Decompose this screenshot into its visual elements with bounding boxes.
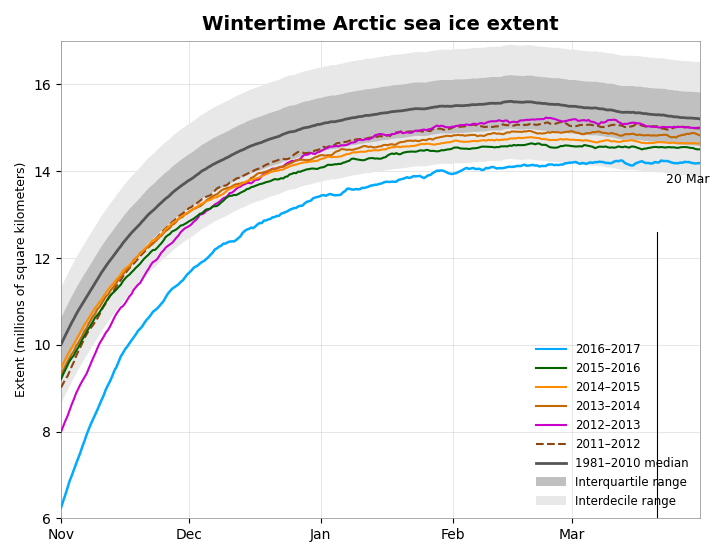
Text: 20 Mar: 20 Mar (665, 173, 709, 187)
Title: Wintertime Arctic sea ice extent: Wintertime Arctic sea ice extent (202, 15, 558, 34)
Y-axis label: Extent (millions of square kilometers): Extent (millions of square kilometers) (15, 162, 28, 397)
Legend: 2016–2017, 2015–2016, 2014–2015, 2013–2014, 2012–2013, 2011–2012, 1981–2010 medi: 2016–2017, 2015–2016, 2014–2015, 2013–20… (531, 339, 694, 512)
